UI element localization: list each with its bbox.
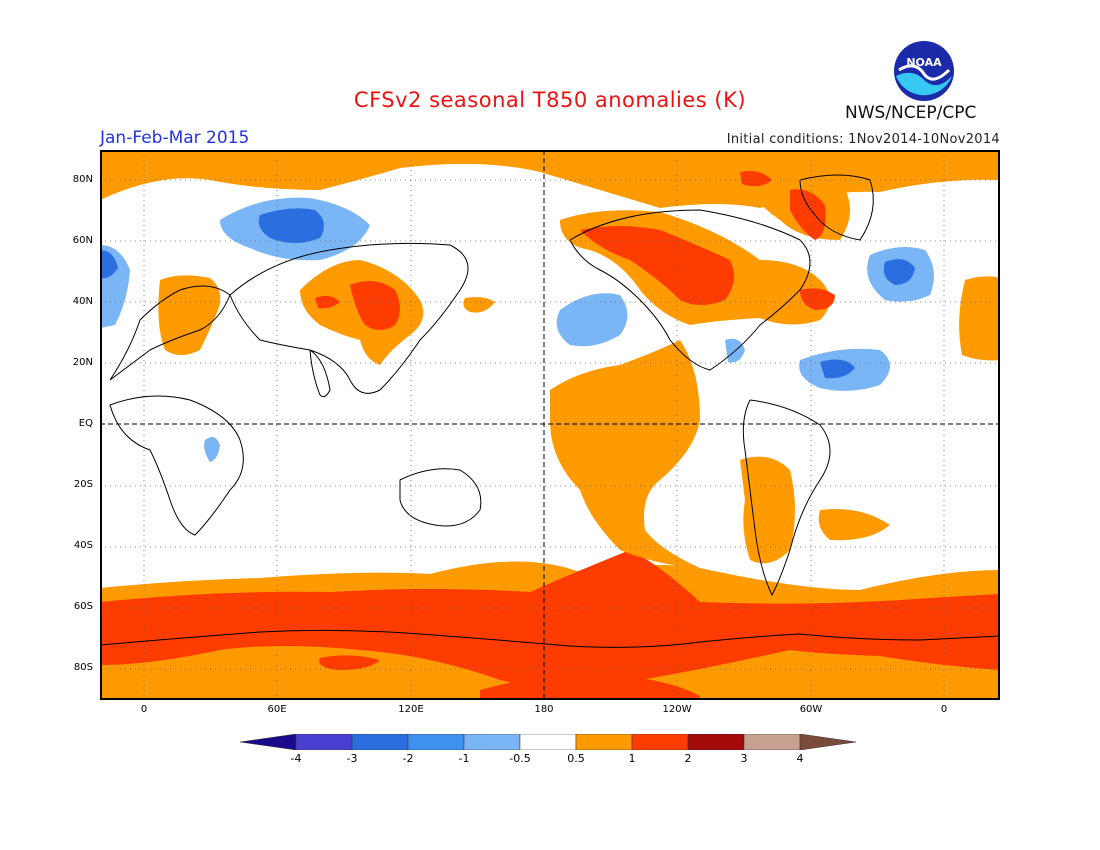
colorbar-segment: [295, 734, 353, 750]
svg-text:NOAA: NOAA: [906, 56, 942, 69]
graticule: [100, 150, 1000, 700]
lat-label: 80N: [72, 174, 93, 185]
colorbar-segment: [240, 734, 297, 750]
colorbar-label: -0.5: [509, 752, 531, 765]
lat-label: 40N: [72, 296, 93, 307]
colorbar-label: 1: [628, 752, 636, 765]
tropical-pacific-warm: [550, 340, 890, 568]
noaa-logo: NOAA: [894, 41, 954, 101]
colorbar-label: -1: [458, 752, 470, 765]
period-label: Jan-Feb-Mar 2015: [100, 128, 250, 148]
colorbar-label: 2: [684, 752, 692, 765]
colorbar-label: -3: [346, 752, 358, 765]
lon-label: 180: [534, 704, 554, 715]
colorbar-segment: [351, 734, 409, 750]
north-america-warm: [560, 210, 835, 325]
colorbar-segment: [575, 734, 633, 750]
colorbar-label: 4: [796, 752, 804, 765]
lon-label: 120E: [398, 704, 424, 715]
lat-label: 20N: [72, 357, 93, 368]
anomaly-map: [100, 150, 1000, 700]
colorbar-segment: [463, 734, 521, 750]
asia-warm: [300, 260, 495, 365]
colorbar-segment: [631, 734, 689, 750]
colorbar-label: 0.5: [567, 752, 585, 765]
lat-label: 80S: [73, 662, 93, 673]
lon-label: 120W: [662, 704, 692, 715]
map-title: CFSv2 seasonal T850 anomalies (K): [353, 88, 747, 112]
lon-label: 0: [140, 704, 148, 715]
colorbar: [240, 734, 857, 750]
map-frame: [100, 150, 1000, 700]
equator-and-dateline: [100, 150, 1000, 700]
colorbar-label: -4: [290, 752, 302, 765]
colorbar-segment: [743, 734, 801, 750]
colorbar-segment: [407, 734, 465, 750]
colorbar-label: 3: [740, 752, 748, 765]
lat-label: EQ: [78, 418, 93, 429]
coastlines: [100, 174, 1000, 648]
cool-anomalies: [100, 197, 934, 462]
lat-label: 20S: [73, 479, 93, 490]
lat-label: 60N: [72, 235, 93, 246]
colorbar-segment: [799, 734, 857, 750]
lon-label: 60E: [267, 704, 287, 715]
colorbar-label: -2: [402, 752, 414, 765]
colorbar-segment: [687, 734, 745, 750]
arctic-warm-band: [100, 150, 1000, 240]
agency-label: NWS/NCEP/CPC: [845, 103, 977, 123]
colorbar-segment: [519, 734, 577, 750]
lat-label: 40S: [73, 540, 93, 551]
lat-label: 60S: [73, 601, 93, 612]
europe-warm: [158, 275, 1000, 361]
lon-label: 0: [940, 704, 948, 715]
southern-ocean-warm-band: [100, 550, 1000, 700]
initial-conditions-label: Initial conditions: 1Nov2014-10Nov2014: [726, 132, 1000, 147]
lon-label: 60W: [799, 704, 823, 715]
